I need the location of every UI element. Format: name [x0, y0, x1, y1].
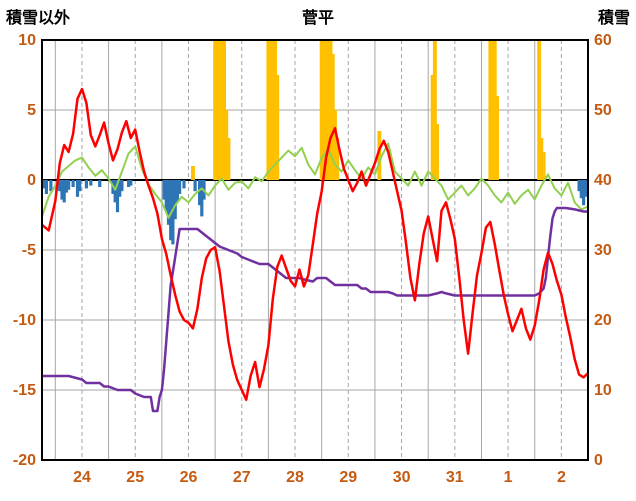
- svg-text:30: 30: [393, 469, 411, 486]
- chart-title: 菅平: [301, 10, 334, 27]
- svg-text:5: 5: [27, 102, 36, 119]
- svg-text:-20: -20: [13, 452, 36, 469]
- svg-text:1: 1: [504, 469, 513, 486]
- svg-text:29: 29: [339, 469, 357, 486]
- svg-text:10: 10: [18, 32, 36, 49]
- svg-text:50: 50: [594, 102, 612, 119]
- svg-text:27: 27: [233, 469, 251, 486]
- series-snow-depth: [42, 206, 588, 413]
- svg-text:28: 28: [286, 469, 304, 486]
- svg-text:31: 31: [446, 469, 464, 486]
- left-axis-ticks: 10 5 0 -5 -10 -15 -20: [13, 32, 36, 469]
- series-blue-bars: [42, 180, 588, 245]
- svg-text:40: 40: [594, 172, 612, 189]
- svg-text:0: 0: [594, 452, 603, 469]
- svg-text:2: 2: [557, 469, 566, 486]
- svg-text:10: 10: [594, 382, 612, 399]
- series-precipitation: [191, 40, 546, 180]
- svg-text:-5: -5: [22, 242, 36, 259]
- svg-text:24: 24: [73, 469, 91, 486]
- series-temperature: [42, 87, 588, 402]
- svg-text:20: 20: [594, 312, 612, 329]
- svg-text:0: 0: [27, 172, 36, 189]
- svg-text:26: 26: [180, 469, 198, 486]
- right-axis-ticks: 60 50 40 30 20 10 0: [594, 32, 612, 469]
- series-secondary-temp: [42, 142, 588, 219]
- svg-text:60: 60: [594, 32, 612, 49]
- svg-text:25: 25: [126, 469, 144, 486]
- svg-text:-10: -10: [13, 312, 36, 329]
- svg-text:-15: -15: [13, 382, 36, 399]
- gridlines: [42, 40, 588, 460]
- right-axis-title: 積雪: [597, 10, 630, 27]
- x-axis-ticks: 24 25 26 27 28 29 30 31 1 2: [73, 469, 566, 486]
- svg-text:30: 30: [594, 242, 612, 259]
- plot-frame: [41, 39, 589, 461]
- left-axis-title: 積雪以外: [6, 10, 71, 27]
